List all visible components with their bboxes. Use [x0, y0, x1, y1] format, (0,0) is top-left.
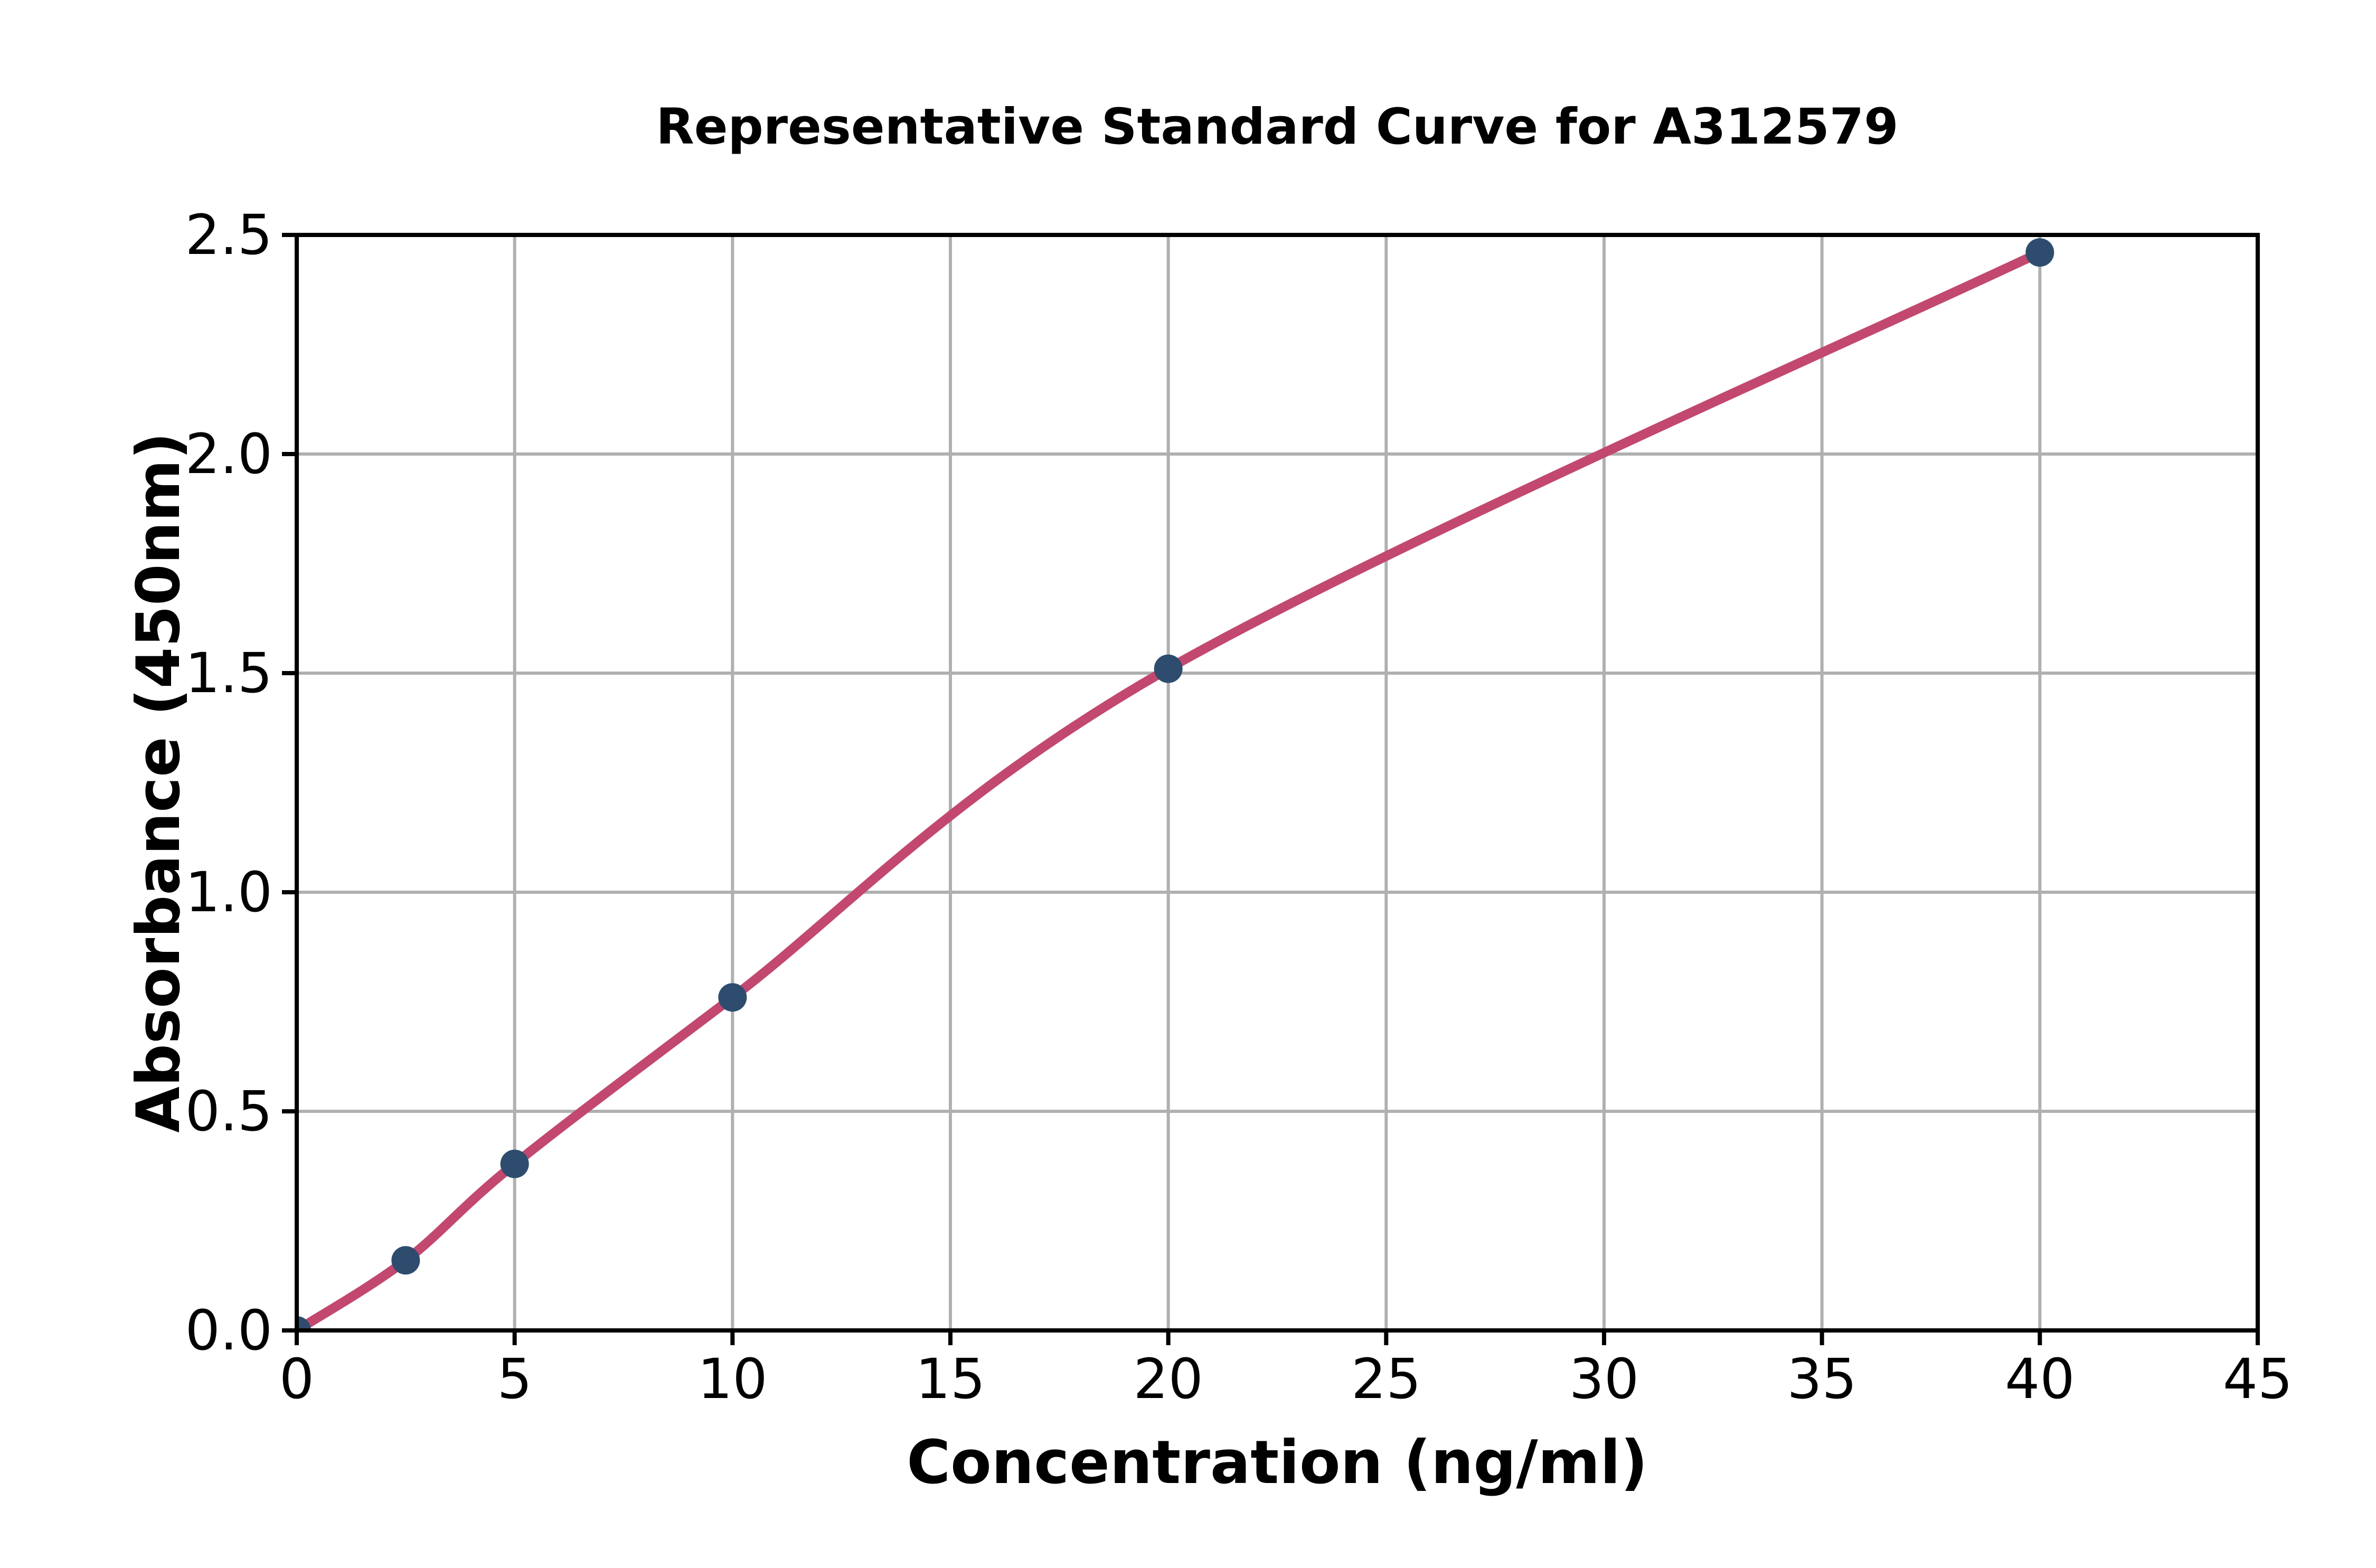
x-tick-label: 40: [2005, 1347, 2075, 1411]
x-tick-label: 25: [1351, 1347, 1421, 1411]
x-tick-label: 5: [497, 1347, 532, 1411]
fit-curve: [297, 248, 2042, 1330]
y-tick-label: 1.0: [185, 860, 272, 924]
plot-border: [295, 233, 2260, 1333]
data-point-marker: [391, 1246, 420, 1275]
y-tick-label: 0.5: [185, 1079, 272, 1144]
x-tick-label: 30: [1569, 1347, 1639, 1411]
y-tick-label: 2.0: [185, 422, 272, 486]
data-point-marker: [2025, 238, 2054, 267]
x-tick-label: 35: [1787, 1347, 1857, 1411]
x-tick-label: 15: [915, 1347, 986, 1411]
x-tick-label: 45: [2222, 1347, 2293, 1411]
data-point-marker: [718, 983, 747, 1012]
data-points: [297, 238, 2054, 1330]
data-point-marker: [500, 1149, 529, 1178]
y-tick-label: 0.0: [185, 1298, 272, 1363]
chart-title: Representative Standard Curve for A31257…: [656, 98, 1899, 156]
x-tick-label: 20: [1133, 1347, 1203, 1411]
y-tick-label: 1.5: [185, 641, 272, 705]
y-tick-label: 2.5: [185, 203, 272, 267]
data-point-marker: [297, 1316, 311, 1330]
x-tick-label: 10: [697, 1347, 768, 1411]
x-axis-label: Concentration (ng/ml): [907, 1428, 1648, 1497]
x-tick-label: 0: [279, 1347, 315, 1411]
data-point-marker: [1154, 654, 1183, 683]
